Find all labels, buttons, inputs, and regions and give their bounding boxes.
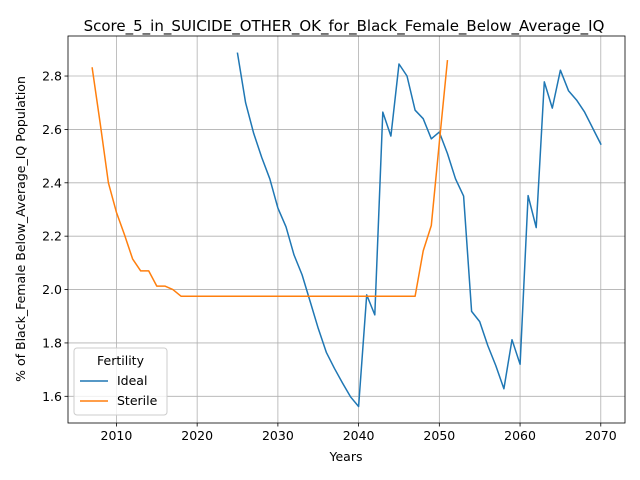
- legend-label-sterile: Sterile: [117, 393, 158, 408]
- plot-frame: [67, 35, 626, 424]
- y-tick-label: 2.0: [42, 282, 62, 297]
- y-tick-label: 2.6: [42, 122, 62, 137]
- x-tick-label: 2020: [181, 428, 213, 443]
- x-axis-label: Years: [329, 449, 363, 464]
- legend: Fertility Ideal Sterile: [73, 347, 168, 416]
- series-line-sterile: [91, 59, 449, 297]
- legend-box: [73, 347, 168, 416]
- chart-title: Score_5_in_SUICIDE_OTHER_OK_for_Black_Fe…: [84, 17, 605, 36]
- x-tick-label: 2060: [504, 428, 536, 443]
- y-tick-label: 2.2: [42, 229, 62, 244]
- y-tick-label: 1.6: [42, 389, 62, 404]
- x-tick-label: 2030: [262, 428, 294, 443]
- x-tick-label: 2070: [585, 428, 617, 443]
- x-tick-label: 2040: [343, 428, 375, 443]
- y-tick-label: 1.8: [42, 335, 62, 350]
- y-tick-label: 2.4: [42, 175, 62, 190]
- y-axis-label: % of Black_Female Below_Average_IQ Popul…: [13, 76, 28, 382]
- grid: [68, 36, 625, 423]
- x-axis: 2010 2020 2030 2040 2050 2060 2070: [101, 423, 617, 443]
- x-tick-label: 2010: [101, 428, 133, 443]
- series-line-ideal: [236, 52, 602, 408]
- legend-title: Fertility: [97, 353, 145, 368]
- legend-label-ideal: Ideal: [117, 373, 147, 388]
- series-lines: [91, 52, 602, 408]
- y-tick-label: 2.8: [42, 69, 62, 84]
- y-axis: 1.6 1.8 2.0 2.2 2.4 2.6 2.8: [42, 69, 68, 404]
- x-tick-label: 2050: [423, 428, 455, 443]
